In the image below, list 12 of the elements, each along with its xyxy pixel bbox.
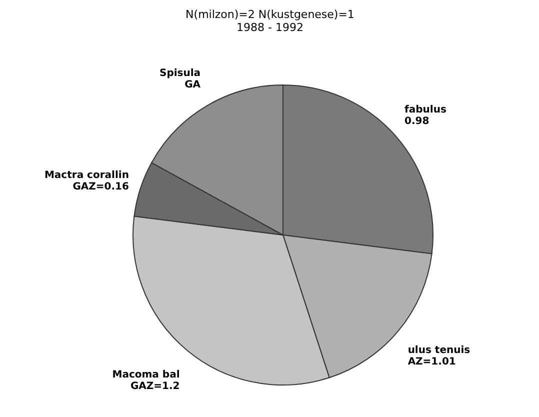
text: GAZ=1.2 xyxy=(130,381,180,392)
slice-label: Spisula xyxy=(159,68,201,79)
slice-label: fabulus xyxy=(404,104,446,116)
slice-label: Macoma bal xyxy=(112,370,180,381)
text: AZ=1.01 xyxy=(408,356,456,368)
chart-subtitle: 1988 - 1992 xyxy=(236,21,304,34)
text: GAZ=0.16 xyxy=(72,181,129,192)
text: 0.98 xyxy=(404,116,430,128)
chart-title: N(milzon)=2 N(kustgenese)=1 xyxy=(186,8,354,21)
text: GA xyxy=(184,79,201,90)
slice-label: Mactra corallin xyxy=(44,170,129,181)
slice-label: ulus tenuis xyxy=(408,344,470,356)
